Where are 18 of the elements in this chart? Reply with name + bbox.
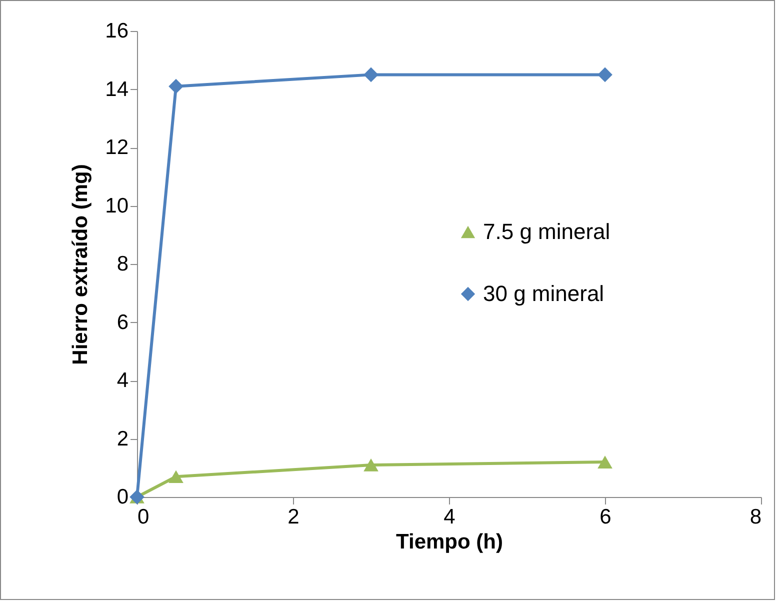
y-tick-label: 8 — [116, 252, 128, 276]
x-tick-label: 6 — [600, 506, 612, 528]
y-tick-label: 4 — [116, 369, 129, 392]
y-tick-label: 10 — [105, 194, 128, 218]
y-tick-label: 6 — [116, 310, 128, 334]
x-tick-label: 0 — [138, 506, 150, 528]
y-tick-label: 16 — [105, 20, 128, 42]
x-tick-label: 4 — [444, 506, 456, 528]
y-tick-label: 0 — [116, 486, 128, 508]
y-tick-label: 14 — [105, 78, 129, 101]
y-tick-label: 12 — [105, 136, 128, 159]
y-tick-label: 2 — [116, 427, 128, 450]
x-axis-title: Tiempo (h) — [396, 530, 503, 554]
y-axis-title: Hierro extraído (mg) — [69, 164, 92, 365]
legend-label: 7.5 g mineral — [483, 219, 610, 244]
legend-label: 30 g mineral — [483, 281, 604, 306]
x-tick-label: 8 — [750, 506, 762, 528]
x-tick-label: 2 — [288, 506, 300, 528]
